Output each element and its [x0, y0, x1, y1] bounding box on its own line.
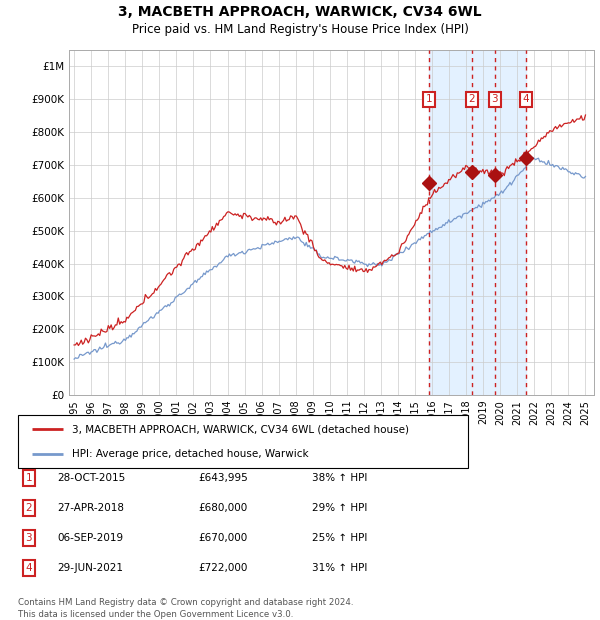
FancyBboxPatch shape [18, 415, 468, 468]
Text: 2: 2 [25, 503, 32, 513]
Bar [429, 50, 526, 395]
Text: £722,000: £722,000 [198, 563, 247, 573]
Text: 3: 3 [491, 94, 498, 104]
Text: 3, MACBETH APPROACH, WARWICK, CV34 6WL: 3, MACBETH APPROACH, WARWICK, CV34 6WL [118, 5, 482, 19]
Text: 2: 2 [469, 94, 475, 104]
Text: 28-OCT-2015: 28-OCT-2015 [57, 473, 125, 483]
Text: 29-JUN-2021: 29-JUN-2021 [57, 563, 123, 573]
Text: 1: 1 [426, 94, 433, 104]
Text: 3: 3 [25, 533, 32, 543]
Text: 31% ↑ HPI: 31% ↑ HPI [312, 563, 367, 573]
Text: 4: 4 [25, 563, 32, 573]
Text: 4: 4 [523, 94, 529, 104]
Text: 1: 1 [25, 473, 32, 483]
Text: £670,000: £670,000 [198, 533, 247, 543]
Text: 06-SEP-2019: 06-SEP-2019 [57, 533, 123, 543]
Text: 29% ↑ HPI: 29% ↑ HPI [312, 503, 367, 513]
Text: Price paid vs. HM Land Registry's House Price Index (HPI): Price paid vs. HM Land Registry's House … [131, 23, 469, 36]
Text: HPI: Average price, detached house, Warwick: HPI: Average price, detached house, Warw… [72, 449, 308, 459]
Text: £643,995: £643,995 [198, 473, 248, 483]
Text: Contains HM Land Registry data © Crown copyright and database right 2024.
This d: Contains HM Land Registry data © Crown c… [18, 598, 353, 619]
Text: 38% ↑ HPI: 38% ↑ HPI [312, 473, 367, 483]
Text: 3, MACBETH APPROACH, WARWICK, CV34 6WL (detached house): 3, MACBETH APPROACH, WARWICK, CV34 6WL (… [72, 424, 409, 434]
Text: 25% ↑ HPI: 25% ↑ HPI [312, 533, 367, 543]
Text: 27-APR-2018: 27-APR-2018 [57, 503, 124, 513]
Text: £680,000: £680,000 [198, 503, 247, 513]
